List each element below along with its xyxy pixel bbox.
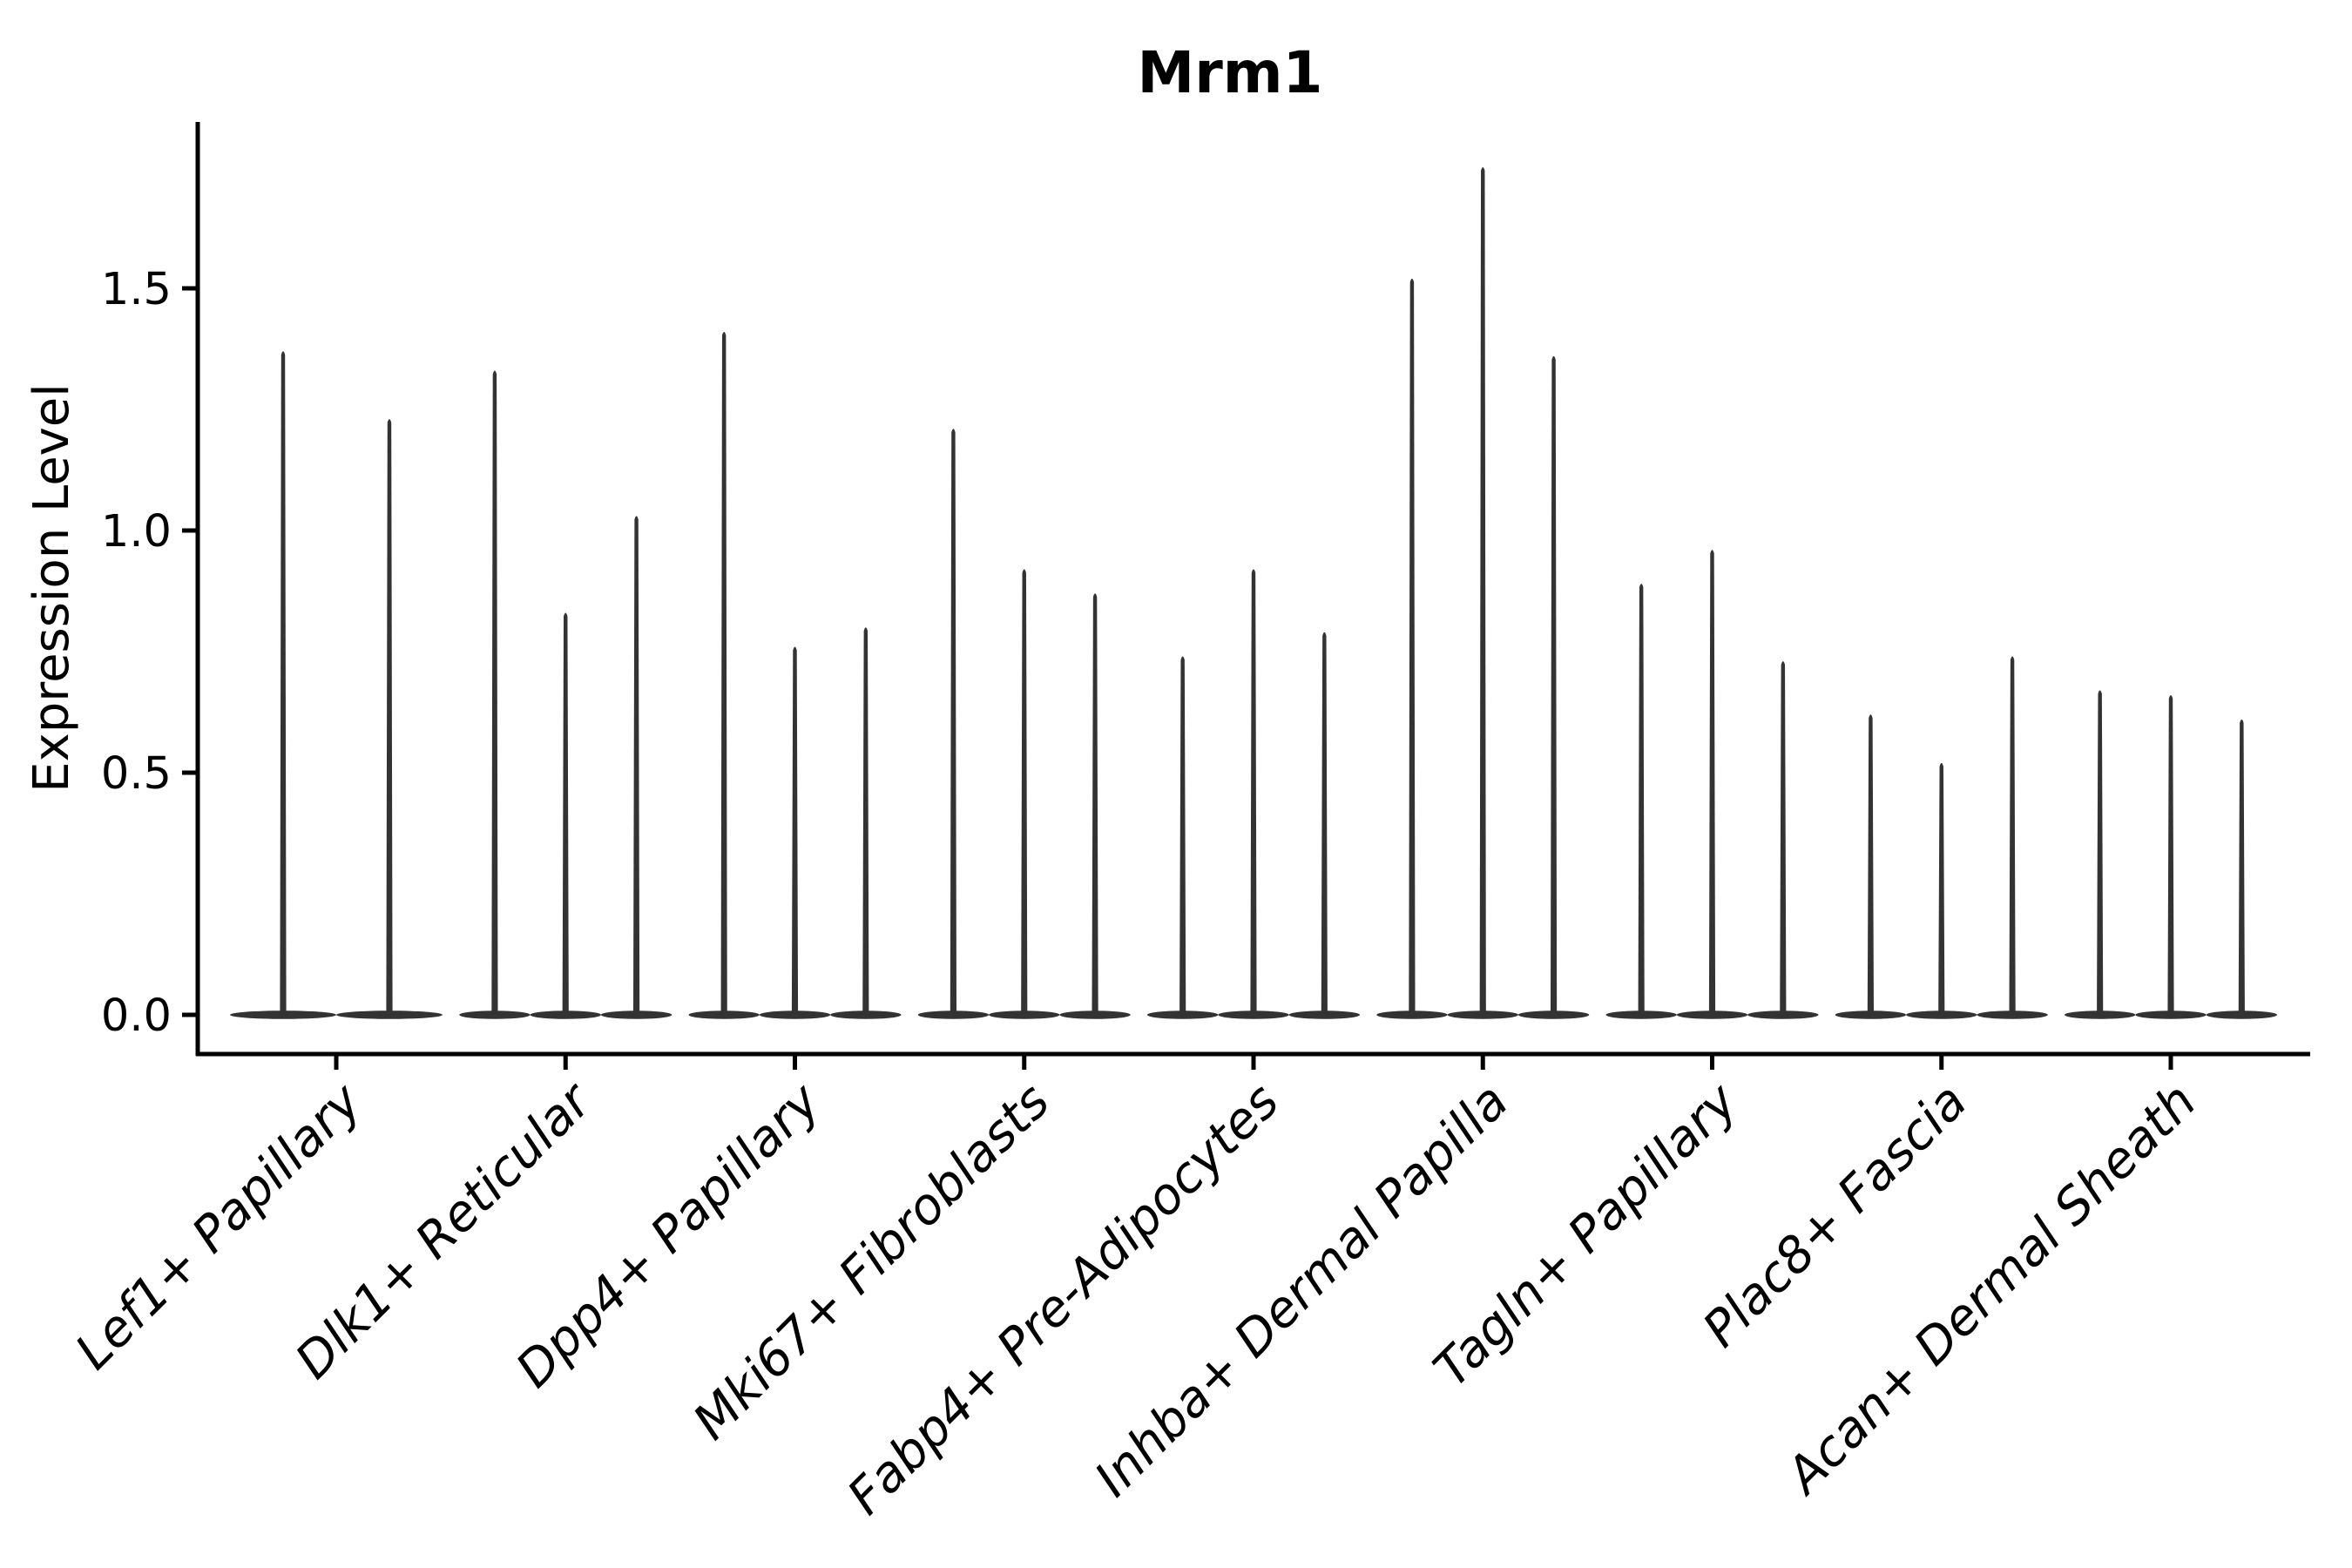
chart-title: Mrm1	[1138, 39, 1323, 106]
violin-spike	[2238, 719, 2245, 1015]
violin-spike	[1179, 656, 1186, 1015]
violin-group	[459, 370, 672, 1019]
violin-spike	[562, 612, 569, 1015]
violin-spike	[720, 332, 727, 1015]
violin-group	[688, 332, 902, 1019]
violin-group	[1605, 550, 1819, 1019]
violin-spike	[791, 646, 799, 1015]
y-tick-label: 1.5	[101, 264, 172, 315]
y-tick-label: 0.0	[101, 990, 172, 1042]
violin-spike	[280, 351, 287, 1015]
violin-spike	[1780, 661, 1787, 1015]
violin-spike	[1321, 632, 1328, 1015]
x-axis-ticks	[334, 1054, 2173, 1070]
violin-spike	[950, 429, 957, 1015]
violin-group	[1147, 569, 1361, 1019]
violin-spike	[2009, 656, 2016, 1015]
violin-spike	[1550, 355, 1558, 1016]
violin-spike	[2097, 690, 2104, 1015]
violin-group	[917, 429, 1131, 1019]
plot-area-violins	[230, 167, 2277, 1019]
violin-spike	[1708, 550, 1716, 1015]
violin-spike	[1938, 762, 1945, 1015]
violin-group	[1835, 656, 2048, 1019]
violin-spike	[491, 370, 498, 1015]
violin-group	[1376, 167, 1590, 1019]
violin-spike	[1250, 569, 1257, 1015]
violin-group	[2065, 690, 2277, 1019]
violin-spike	[1479, 167, 1486, 1015]
violin-spike	[862, 627, 869, 1015]
violin-spike	[1092, 593, 1098, 1015]
y-axis-ticks: 0.0 0.5 1.0 1.5	[101, 264, 198, 1042]
y-tick-label: 0.5	[101, 748, 172, 800]
violin-spike	[2167, 695, 2174, 1015]
violin-group	[230, 351, 443, 1019]
violin-spike	[1409, 278, 1416, 1015]
violin-spike	[386, 419, 393, 1015]
violin-spike	[1638, 584, 1645, 1015]
y-tick-label: 1.0	[101, 506, 172, 558]
violin-spike	[1021, 569, 1028, 1015]
violin-spike	[1867, 714, 1875, 1015]
violin-spike	[632, 516, 640, 1015]
y-axis-label: Expression Level	[24, 383, 80, 793]
